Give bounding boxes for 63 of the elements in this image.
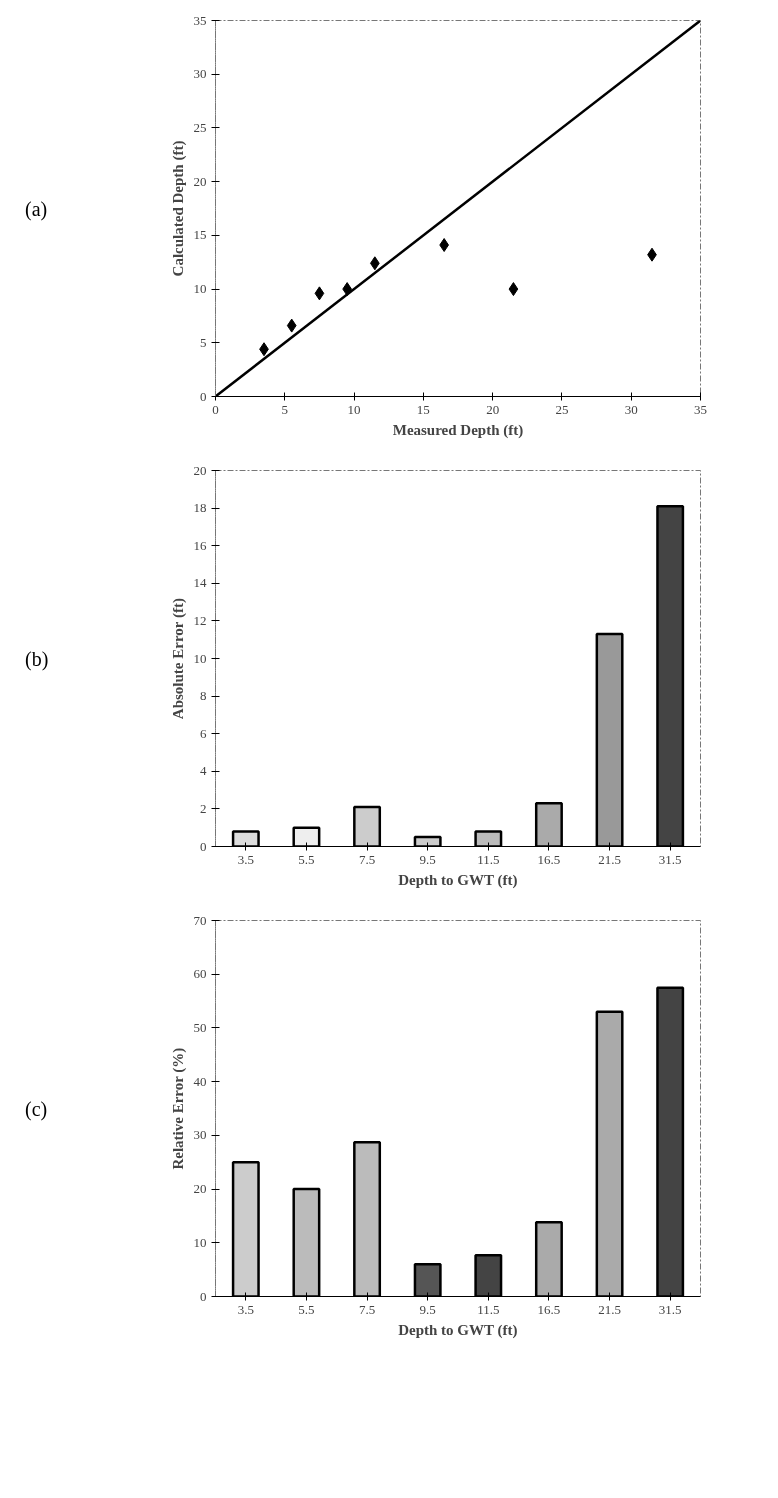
y-tick-label: 35 — [193, 12, 207, 28]
y-tick-label: 10 — [193, 1234, 207, 1250]
x-tick-label: 5.5 — [298, 851, 315, 867]
y-tick-label: 16 — [193, 537, 207, 553]
y-tick-label: 70 — [193, 912, 207, 928]
y-tick-label: 14 — [193, 575, 207, 591]
y-tick-label: 40 — [193, 1073, 207, 1089]
x-tick-label: 16.5 — [537, 1301, 561, 1317]
x-tick-label: 7.5 — [358, 851, 376, 867]
y-axis-title: Absolute Error (ft) — [169, 598, 187, 720]
x-tick-label: 3.5 — [237, 851, 254, 867]
x-tick-label: 10 — [347, 401, 361, 417]
text: (b) — [25, 647, 49, 673]
x-tick-label: 5.5 — [298, 1301, 315, 1317]
point — [286, 318, 297, 333]
y-axis-title: Relative Error (%) — [169, 1047, 187, 1170]
y-tick-label: 6 — [200, 725, 207, 741]
y-tick-label: 20 — [193, 1181, 207, 1197]
y-tick-label: 5 — [200, 334, 207, 350]
x-tick-label: 25 — [555, 401, 569, 417]
y-axis-title: Calculated Depth (ft) — [169, 140, 187, 277]
x-tick-label: 11.5 — [477, 1301, 500, 1317]
y-tick-label: 25 — [193, 119, 207, 135]
x-tick-label: 21.5 — [598, 1301, 621, 1317]
x-tick-label: 31.5 — [658, 851, 682, 867]
y-tick-label: 50 — [193, 1019, 207, 1035]
x-tick-label: 21.5 — [598, 851, 621, 867]
x-axis-title: Depth to GWT (ft) — [398, 1321, 518, 1339]
y-tick-label: 10 — [193, 281, 207, 297]
y-tick-label: 0 — [200, 388, 207, 404]
y-tick-label: 10 — [193, 650, 207, 666]
x-axis-title: Depth to GWT (ft) — [398, 871, 518, 889]
y-tick-label: 30 — [193, 66, 207, 82]
x-tick-label: 16.5 — [537, 851, 561, 867]
y-tick-label: 60 — [193, 966, 207, 982]
y-tick-label: 20 — [193, 173, 207, 189]
y-tick-label: 8 — [200, 688, 207, 704]
point — [508, 282, 519, 297]
x-tick-label: 15 — [416, 401, 430, 417]
y-tick-label: 0 — [200, 838, 207, 854]
x-tick-label: 11.5 — [477, 851, 500, 867]
y-tick-label: 2 — [200, 800, 207, 816]
x-tick-label: 20 — [486, 401, 500, 417]
text: (a) — [25, 197, 48, 223]
x-tick-label: 0 — [212, 401, 219, 417]
x-tick-label: 5 — [281, 401, 289, 417]
x-tick-label: 35 — [694, 401, 707, 417]
point — [314, 286, 325, 301]
x-tick-label: 7.5 — [358, 1301, 376, 1317]
y-tick-label: 15 — [193, 227, 207, 243]
y-tick-label: 18 — [193, 500, 207, 516]
y-tick-label: 30 — [193, 1127, 207, 1143]
x-tick-label: 3.5 — [237, 1301, 254, 1317]
y-tick-label: 0 — [200, 1288, 207, 1304]
y-tick-label: 20 — [193, 462, 207, 478]
text: (c) — [25, 1097, 48, 1123]
x-tick-label: 9.5 — [419, 1301, 436, 1317]
y-tick-label: 12 — [193, 612, 207, 628]
y-tick-label: 4 — [200, 763, 207, 779]
x-axis-title: Measured Depth (ft) — [392, 421, 524, 439]
x-tick-label: 30 — [624, 401, 638, 417]
x-tick-label: 31.5 — [658, 1301, 682, 1317]
x-tick-label: 9.5 — [419, 851, 436, 867]
